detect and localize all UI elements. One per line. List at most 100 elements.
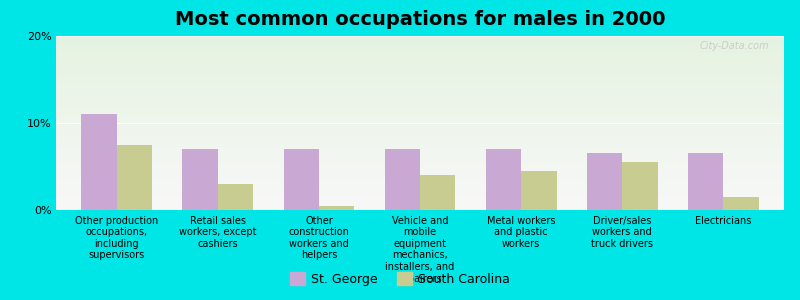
Bar xyxy=(56,134,784,135)
Bar xyxy=(82,114,117,210)
Bar xyxy=(56,147,784,149)
Bar xyxy=(56,158,784,160)
Bar xyxy=(56,179,784,180)
Bar xyxy=(56,53,784,55)
Bar xyxy=(56,104,784,106)
Bar xyxy=(56,205,784,206)
Bar xyxy=(56,139,784,140)
Bar xyxy=(56,78,784,80)
Bar xyxy=(56,208,784,210)
Bar xyxy=(56,69,784,71)
Bar xyxy=(56,112,784,114)
Bar xyxy=(56,186,784,188)
Bar xyxy=(56,36,784,38)
Bar xyxy=(56,135,784,137)
Bar xyxy=(420,175,455,210)
Bar xyxy=(56,97,784,99)
Bar xyxy=(56,189,784,191)
Bar xyxy=(56,102,784,104)
Bar xyxy=(486,149,521,210)
Bar xyxy=(56,177,784,179)
Bar xyxy=(56,173,784,175)
Bar xyxy=(56,83,784,85)
Bar xyxy=(56,93,784,95)
Bar xyxy=(56,111,784,112)
Bar xyxy=(56,50,784,52)
Bar xyxy=(56,109,784,111)
Bar xyxy=(56,194,784,196)
Bar xyxy=(56,81,784,83)
Bar xyxy=(56,64,784,66)
Bar xyxy=(56,193,784,194)
Bar xyxy=(56,170,784,172)
Bar xyxy=(56,128,784,130)
Bar xyxy=(56,153,784,154)
Bar xyxy=(56,201,784,203)
Bar xyxy=(56,67,784,69)
Bar xyxy=(56,40,784,41)
Bar xyxy=(56,73,784,74)
Bar xyxy=(56,180,784,182)
Bar xyxy=(56,60,784,62)
Bar xyxy=(723,197,758,210)
Bar xyxy=(56,203,784,205)
Bar xyxy=(56,71,784,73)
Bar xyxy=(56,41,784,43)
Bar xyxy=(56,156,784,158)
Bar xyxy=(56,46,784,48)
Bar xyxy=(117,145,152,210)
Bar xyxy=(56,163,784,165)
Legend: St. George, South Carolina: St. George, South Carolina xyxy=(285,267,515,291)
Bar xyxy=(56,198,784,200)
Bar xyxy=(56,154,784,156)
Bar xyxy=(56,175,784,177)
Bar xyxy=(56,151,784,153)
Bar xyxy=(56,118,784,119)
Bar xyxy=(56,74,784,76)
Bar xyxy=(56,92,784,93)
Bar xyxy=(56,130,784,132)
Bar xyxy=(56,48,784,50)
Bar xyxy=(56,55,784,57)
Bar xyxy=(56,167,784,168)
Bar xyxy=(56,58,784,60)
Bar xyxy=(587,154,622,210)
Bar xyxy=(56,52,784,53)
Bar xyxy=(56,119,784,121)
Bar xyxy=(283,149,319,210)
Bar xyxy=(521,171,557,210)
Bar xyxy=(622,162,658,210)
Bar xyxy=(56,57,784,58)
Bar xyxy=(56,80,784,81)
Bar xyxy=(56,144,784,146)
Title: Most common occupations for males in 2000: Most common occupations for males in 200… xyxy=(174,10,666,29)
Bar xyxy=(56,43,784,45)
Bar xyxy=(56,161,784,163)
Bar xyxy=(56,45,784,46)
Bar xyxy=(182,149,218,210)
Bar xyxy=(56,95,784,97)
Bar xyxy=(56,88,784,90)
Bar xyxy=(56,123,784,125)
Bar xyxy=(56,125,784,127)
Bar xyxy=(56,142,784,144)
Bar xyxy=(56,106,784,107)
Bar xyxy=(56,66,784,67)
Bar xyxy=(56,116,784,118)
Bar xyxy=(56,85,784,86)
Bar xyxy=(56,165,784,167)
Bar xyxy=(56,114,784,116)
Bar xyxy=(56,188,784,189)
Text: City-Data.com: City-Data.com xyxy=(700,41,770,51)
Bar xyxy=(56,62,784,64)
Bar xyxy=(688,154,723,210)
Bar xyxy=(56,90,784,92)
Bar xyxy=(56,137,784,139)
Bar xyxy=(218,184,253,210)
Bar xyxy=(56,121,784,123)
Bar xyxy=(56,76,784,78)
Bar xyxy=(56,160,784,161)
Bar xyxy=(56,149,784,151)
Bar xyxy=(56,38,784,40)
Bar xyxy=(56,182,784,184)
